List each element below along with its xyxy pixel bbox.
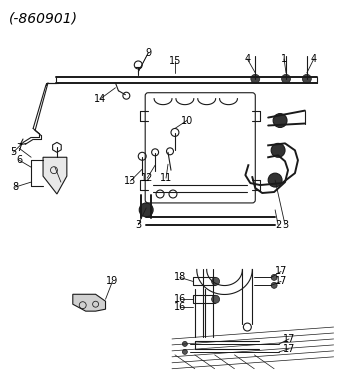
Text: 14: 14	[94, 94, 107, 104]
Text: 17: 17	[275, 267, 287, 276]
Text: 6: 6	[16, 155, 22, 165]
Text: 5: 5	[10, 147, 17, 157]
Text: 17: 17	[275, 276, 287, 286]
Text: 16: 16	[174, 302, 186, 312]
Text: 10: 10	[181, 116, 193, 126]
Circle shape	[139, 203, 153, 217]
Text: 17: 17	[283, 334, 295, 344]
Polygon shape	[43, 157, 67, 194]
Text: 18: 18	[174, 272, 186, 282]
Text: 13: 13	[124, 176, 137, 186]
Bar	[193, 277, 215, 285]
Bar	[193, 295, 215, 303]
Polygon shape	[73, 294, 105, 311]
Text: 19: 19	[106, 276, 119, 286]
Text: 8: 8	[12, 182, 18, 192]
Text: 4: 4	[311, 54, 317, 64]
Text: 3: 3	[135, 220, 141, 230]
Circle shape	[271, 274, 277, 281]
Circle shape	[183, 341, 187, 346]
Text: 3: 3	[282, 220, 288, 230]
Text: 12: 12	[141, 173, 153, 183]
Text: 17: 17	[283, 344, 295, 354]
Circle shape	[268, 173, 282, 187]
Circle shape	[251, 74, 260, 83]
Circle shape	[271, 282, 277, 288]
Circle shape	[282, 74, 290, 83]
Text: 2: 2	[275, 220, 281, 230]
Text: 16: 16	[174, 294, 186, 304]
Text: 15: 15	[169, 56, 181, 66]
Circle shape	[271, 143, 285, 157]
Text: (-860901): (-860901)	[9, 11, 78, 25]
Text: 9: 9	[145, 48, 151, 58]
Text: 7: 7	[16, 143, 22, 153]
Text: 1: 1	[281, 54, 287, 64]
Circle shape	[212, 277, 220, 285]
Text: 11: 11	[160, 173, 172, 183]
Circle shape	[212, 295, 220, 303]
Circle shape	[183, 349, 187, 354]
Text: 4: 4	[244, 54, 250, 64]
Circle shape	[273, 114, 287, 128]
Circle shape	[303, 74, 311, 83]
